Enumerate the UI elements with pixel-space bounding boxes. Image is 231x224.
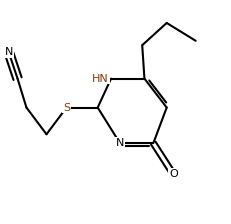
Text: S: S (63, 103, 70, 112)
Text: N: N (4, 47, 13, 57)
Text: HN: HN (92, 74, 109, 84)
Text: N: N (116, 138, 124, 148)
Text: O: O (169, 169, 178, 179)
